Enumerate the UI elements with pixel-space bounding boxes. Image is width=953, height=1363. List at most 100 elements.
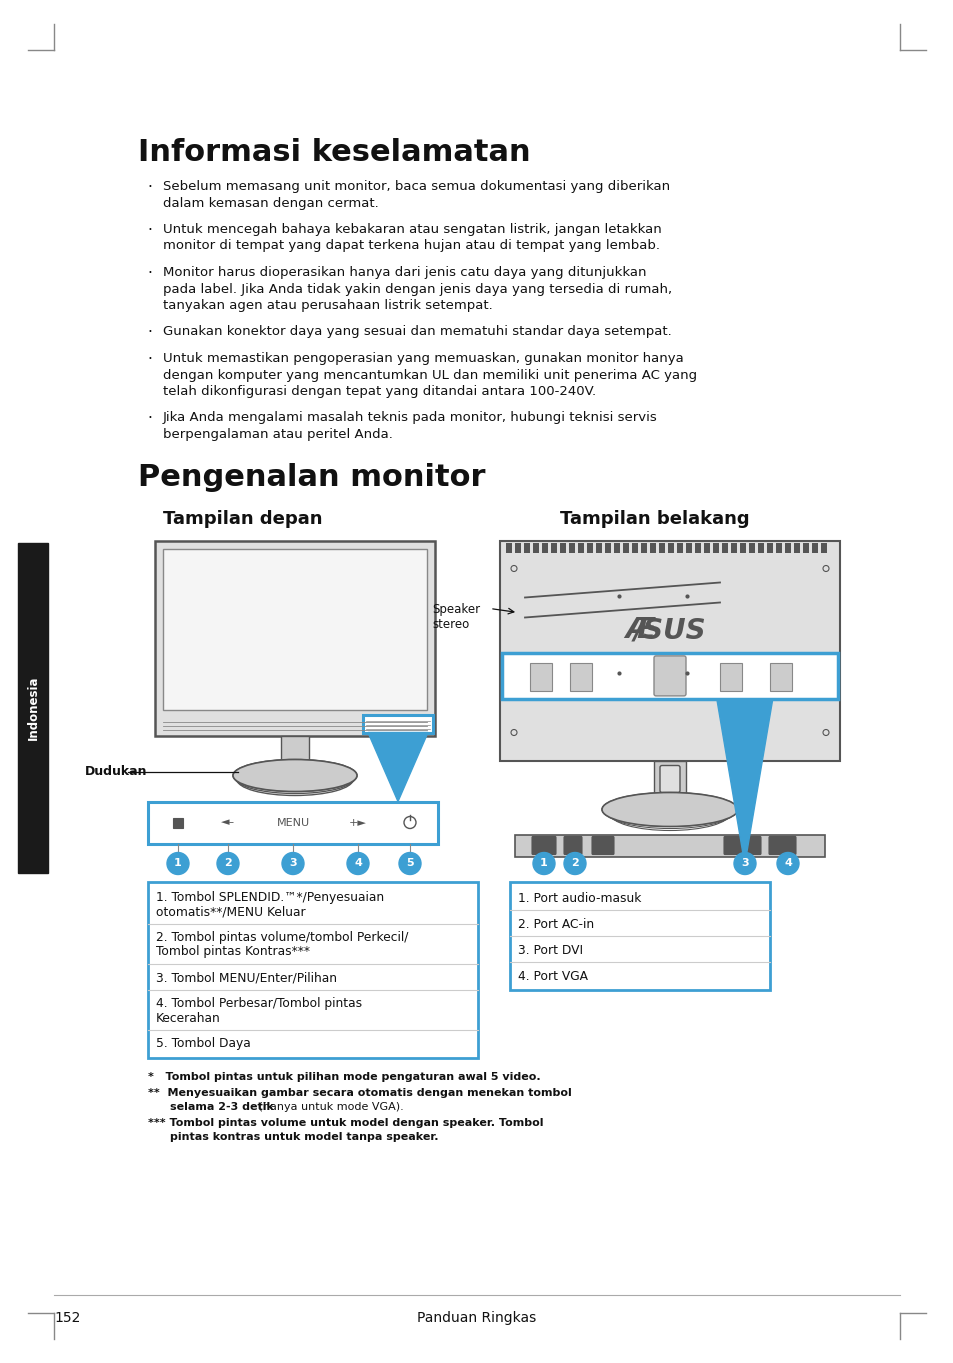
Bar bbox=[530, 662, 552, 691]
Text: monitor di tempat yang dapat terkena hujan atau di tempat yang lembab.: monitor di tempat yang dapat terkena huj… bbox=[163, 240, 659, 252]
Text: 1: 1 bbox=[539, 859, 547, 868]
Text: ·: · bbox=[147, 224, 152, 239]
Circle shape bbox=[563, 852, 585, 875]
Text: 2: 2 bbox=[224, 859, 232, 868]
Bar bbox=[740, 542, 745, 552]
FancyBboxPatch shape bbox=[499, 541, 840, 761]
Bar bbox=[685, 542, 691, 552]
Circle shape bbox=[398, 852, 420, 875]
Text: 2. Tombol pintas volume/tombol Perkecil/: 2. Tombol pintas volume/tombol Perkecil/ bbox=[156, 931, 408, 945]
Text: Sebelum memasang unit monitor, baca semua dokumentasi yang diberikan: Sebelum memasang unit monitor, baca semu… bbox=[163, 180, 669, 194]
Text: selama 2-3 detik: selama 2-3 detik bbox=[170, 1101, 274, 1111]
Text: ·: · bbox=[147, 326, 152, 341]
Bar bbox=[640, 542, 646, 552]
Bar bbox=[721, 542, 727, 552]
Text: Pengenalan monitor: Pengenalan monitor bbox=[138, 462, 485, 492]
FancyBboxPatch shape bbox=[659, 766, 679, 792]
Bar bbox=[703, 542, 709, 552]
Bar bbox=[604, 542, 610, 552]
Bar bbox=[614, 542, 619, 552]
Bar bbox=[775, 542, 781, 552]
Text: ·: · bbox=[147, 266, 152, 281]
Circle shape bbox=[282, 852, 304, 875]
Text: /SUS: /SUS bbox=[633, 616, 705, 645]
Text: 1: 1 bbox=[174, 859, 182, 868]
Bar bbox=[811, 542, 817, 552]
Bar bbox=[568, 542, 575, 552]
Text: Tombol pintas Kontras***: Tombol pintas Kontras*** bbox=[156, 946, 310, 958]
Text: 4. Tombol Perbesar/Tombol pintas: 4. Tombol Perbesar/Tombol pintas bbox=[156, 998, 362, 1010]
Bar bbox=[523, 542, 530, 552]
Text: ◄–: ◄– bbox=[221, 818, 234, 827]
Text: Speaker
stereo: Speaker stereo bbox=[432, 602, 479, 631]
Text: 1. Port audio-masuk: 1. Port audio-masuk bbox=[517, 891, 640, 905]
Bar bbox=[622, 542, 628, 552]
Text: 3. Tombol MENU/Enter/Pilihan: 3. Tombol MENU/Enter/Pilihan bbox=[156, 972, 336, 984]
Bar bbox=[172, 818, 183, 827]
Bar bbox=[802, 542, 808, 552]
FancyBboxPatch shape bbox=[532, 837, 556, 855]
Bar bbox=[730, 542, 737, 552]
Text: Æ: Æ bbox=[624, 616, 655, 645]
Bar bbox=[821, 542, 826, 552]
Text: Tampilan belakang: Tampilan belakang bbox=[559, 511, 749, 529]
Text: 5. Tombol Daya: 5. Tombol Daya bbox=[156, 1037, 251, 1051]
Circle shape bbox=[167, 852, 189, 875]
Ellipse shape bbox=[233, 759, 356, 792]
Text: Untuk memastikan pengoperasian yang memuaskan, gunakan monitor hanya: Untuk memastikan pengoperasian yang memu… bbox=[163, 352, 683, 365]
Bar bbox=[769, 662, 791, 691]
Text: pada label. Jika Anda tidak yakin dengan jenis daya yang tersedia di rumah,: pada label. Jika Anda tidak yakin dengan… bbox=[163, 282, 672, 296]
FancyBboxPatch shape bbox=[723, 837, 760, 855]
Bar bbox=[163, 548, 427, 710]
FancyBboxPatch shape bbox=[154, 541, 435, 736]
FancyBboxPatch shape bbox=[281, 736, 309, 763]
Text: +►: +► bbox=[349, 818, 367, 827]
FancyBboxPatch shape bbox=[768, 837, 795, 855]
Bar bbox=[659, 542, 664, 552]
Bar bbox=[667, 542, 673, 552]
Bar bbox=[510, 882, 769, 990]
Text: telah dikonfigurasi dengan tepat yang ditandai antara 100-240V.: telah dikonfigurasi dengan tepat yang di… bbox=[163, 384, 596, 398]
FancyBboxPatch shape bbox=[592, 837, 614, 855]
Bar bbox=[569, 662, 592, 691]
FancyBboxPatch shape bbox=[654, 656, 685, 696]
Bar bbox=[148, 882, 477, 1058]
Bar bbox=[748, 542, 754, 552]
Circle shape bbox=[733, 852, 755, 875]
Circle shape bbox=[216, 852, 239, 875]
Polygon shape bbox=[368, 732, 428, 801]
FancyBboxPatch shape bbox=[501, 653, 837, 699]
Bar bbox=[559, 542, 565, 552]
Text: dengan komputer yang mencantumkan UL dan memiliki unit penerima AC yang: dengan komputer yang mencantumkan UL dan… bbox=[163, 368, 697, 382]
Text: tanyakan agen atau perusahaan listrik setempat.: tanyakan agen atau perusahaan listrik se… bbox=[163, 298, 493, 312]
Bar bbox=[784, 542, 790, 552]
Text: berpengalaman atau peritel Anda.: berpengalaman atau peritel Anda. bbox=[163, 428, 393, 442]
Text: Dudukan: Dudukan bbox=[85, 765, 148, 778]
Bar bbox=[677, 542, 682, 552]
Bar bbox=[551, 542, 557, 552]
Text: **  Menyesuaikan gambar secara otomatis dengan menekan tombol: ** Menyesuaikan gambar secara otomatis d… bbox=[148, 1088, 571, 1097]
Text: dalam kemasan dengan cermat.: dalam kemasan dengan cermat. bbox=[163, 196, 378, 210]
Bar bbox=[758, 542, 763, 552]
Bar bbox=[793, 542, 800, 552]
Text: 5: 5 bbox=[406, 859, 414, 868]
Bar bbox=[541, 542, 547, 552]
FancyBboxPatch shape bbox=[515, 834, 824, 856]
Text: 4. Port VGA: 4. Port VGA bbox=[517, 969, 587, 983]
Bar bbox=[505, 542, 512, 552]
Text: 3. Port DVI: 3. Port DVI bbox=[517, 943, 582, 957]
Circle shape bbox=[347, 852, 369, 875]
Text: 3: 3 bbox=[289, 859, 296, 868]
Text: 1. Tombol SPLENDID.™*/Penyesuaian: 1. Tombol SPLENDID.™*/Penyesuaian bbox=[156, 891, 384, 905]
Text: 2. Port AC-in: 2. Port AC-in bbox=[517, 917, 594, 931]
Text: Untuk mencegah bahaya kebakaran atau sengatan listrik, jangan letakkan: Untuk mencegah bahaya kebakaran atau sen… bbox=[163, 224, 661, 236]
Text: 3: 3 bbox=[740, 859, 748, 868]
Text: MENU: MENU bbox=[276, 818, 309, 827]
Bar bbox=[766, 542, 772, 552]
Text: ·: · bbox=[147, 412, 152, 427]
Text: ·: · bbox=[147, 352, 152, 367]
Bar bbox=[533, 542, 538, 552]
FancyBboxPatch shape bbox=[654, 761, 685, 796]
Bar bbox=[596, 542, 601, 552]
Text: (hanya untuk mode VGA).: (hanya untuk mode VGA). bbox=[254, 1101, 403, 1111]
